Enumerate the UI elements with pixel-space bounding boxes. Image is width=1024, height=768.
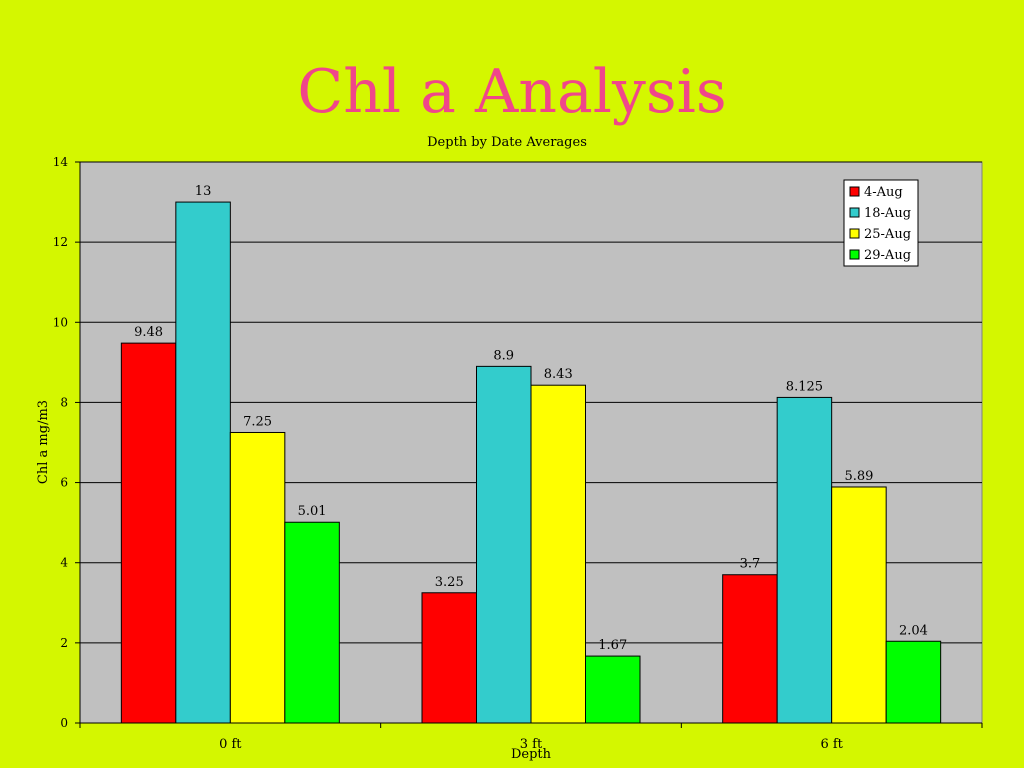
data-label: 8.43	[544, 367, 573, 382]
y-tick-label: 2	[60, 636, 68, 650]
legend-swatch	[849, 186, 860, 197]
legend-label: 25-Aug	[864, 227, 911, 242]
legend-swatch	[849, 207, 860, 218]
legend-swatch	[849, 228, 860, 239]
bar-4-aug-6-ft	[722, 574, 778, 724]
x-tick-labels: 0 ft 3 ft 6 ft	[219, 737, 844, 752]
data-label: 8.9	[493, 348, 514, 363]
legend-label: 18-Aug	[864, 206, 911, 221]
data-label: 3.25	[435, 575, 464, 590]
y-tick-label: 12	[53, 235, 68, 249]
bar-25-aug-3-ft	[530, 384, 586, 724]
data-label: 13	[195, 184, 212, 199]
y-tick-label: 6	[60, 476, 68, 490]
x-axis-label: Depth	[511, 747, 552, 762]
bar-4-aug-3-ft	[421, 592, 477, 724]
slide-title: Chl a Analysis	[297, 57, 727, 127]
x-tick-label: 3 ft	[520, 737, 543, 752]
bar-18-aug-3-ft	[476, 365, 532, 724]
bar-18-aug-6-ft	[776, 396, 833, 724]
data-label: 2.04	[899, 623, 928, 638]
bar-29-aug-6-ft	[885, 640, 942, 724]
legend-label: 29-Aug	[864, 248, 911, 263]
y-tick-label: 8	[60, 395, 68, 409]
y-tick-label: 4	[60, 556, 68, 570]
data-label: 8.125	[786, 379, 823, 394]
data-label: 9.48	[134, 325, 163, 340]
bar-25-aug-0-ft	[229, 431, 286, 724]
y-tick-label: 10	[53, 315, 68, 329]
data-label: 5.01	[298, 504, 327, 519]
data-label: 1.67	[598, 638, 627, 653]
bar-4-aug-0-ft	[120, 342, 177, 724]
data-labels: 9.48 13 7.25 5.01 3.25 8.9 8.43 1.67 3.7 8.125 5.8…	[134, 184, 928, 653]
legend-label: 4-Aug	[864, 185, 903, 200]
y-tick-label: 0	[60, 716, 68, 730]
bar-18-aug-0-ft	[175, 201, 231, 724]
bar-25-aug-6-ft	[831, 486, 887, 724]
x-tick-label: 6 ft	[820, 737, 843, 752]
y-tick-labels: 0 2 4 6 8 10 12 14	[53, 155, 69, 730]
chart-title: Depth by Date Averages	[427, 135, 587, 150]
x-tick-label: 0 ft	[219, 737, 242, 752]
bar-29-aug-3-ft	[585, 655, 641, 724]
data-label: 3.7	[740, 557, 761, 572]
legend-swatch	[849, 249, 860, 260]
y-tick-label: 14	[53, 155, 69, 169]
legend: 4-Aug 18-Aug 25-Aug 29-Aug	[843, 179, 919, 267]
bar-29-aug-0-ft	[284, 521, 340, 724]
data-label: 7.25	[243, 414, 272, 429]
axes	[75, 161, 983, 728]
y-axis-label: Chl a mg/m3	[36, 400, 51, 484]
data-label: 5.89	[844, 469, 873, 484]
